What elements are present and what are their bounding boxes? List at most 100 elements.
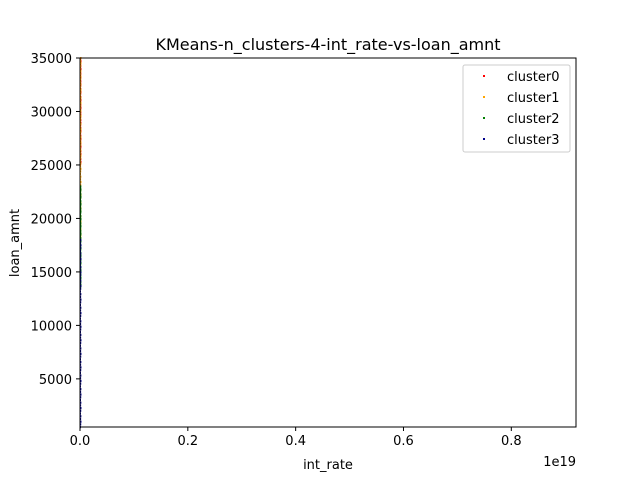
data-point	[80, 214, 82, 217]
data-point	[80, 153, 82, 156]
data-point	[80, 279, 82, 282]
data-point	[79, 396, 82, 399]
data-point	[80, 388, 82, 391]
data-point	[80, 420, 82, 423]
data-point	[79, 233, 82, 237]
data-point	[80, 244, 82, 247]
legend-marker-cluster0	[483, 75, 485, 77]
y-tick-label: 20000	[31, 212, 72, 227]
data-point	[79, 328, 82, 331]
data-point	[80, 325, 82, 328]
data-point	[80, 225, 82, 228]
data-point	[79, 143, 82, 147]
data-point	[80, 141, 82, 144]
data-point	[79, 189, 82, 192]
legend-marker-cluster2	[483, 117, 485, 119]
data-point	[80, 162, 82, 165]
data-point	[80, 347, 82, 350]
data-point	[80, 339, 82, 342]
y-axis-ticks: 5000 10000 15000 20000 25000 30000 35000	[31, 52, 80, 388]
data-point	[80, 232, 82, 235]
data-point	[79, 157, 82, 160]
data-point	[79, 274, 82, 277]
data-point	[79, 64, 82, 68]
data-point	[80, 236, 82, 240]
legend-label-cluster1: cluster1	[507, 91, 559, 106]
data-point	[79, 117, 82, 120]
legend-marker-cluster1	[483, 96, 485, 98]
data-point	[79, 314, 82, 317]
data-point	[80, 207, 82, 210]
data-point	[80, 393, 82, 396]
data-point	[79, 246, 82, 250]
data-point	[80, 312, 82, 315]
x-axis-ticks: 0.0 0.2 0.4 0.6 0.8	[70, 427, 522, 449]
data-point	[80, 222, 82, 225]
data-point	[79, 100, 82, 103]
data-point	[80, 119, 82, 122]
data-point	[80, 180, 82, 184]
data-point	[80, 366, 82, 369]
data-point	[79, 341, 82, 345]
chart-title: KMeans-n_clusters-4-int_rate-vs-loan_amn…	[155, 35, 500, 55]
data-point	[79, 204, 82, 207]
data-point	[80, 83, 82, 86]
data-point	[80, 188, 82, 191]
data-point	[80, 88, 82, 91]
data-point	[79, 301, 82, 304]
data-point	[80, 167, 82, 170]
data-point	[80, 126, 82, 129]
x-axis-label: int_rate	[303, 458, 353, 473]
data-point	[80, 122, 82, 126]
data-point	[80, 96, 82, 99]
data-point	[80, 109, 82, 112]
data-point	[80, 238, 82, 242]
data-point	[80, 149, 82, 152]
data-point	[80, 185, 82, 188]
data-point	[79, 355, 82, 358]
data-point	[79, 170, 82, 173]
data-point	[80, 62, 82, 65]
data-point	[80, 210, 82, 213]
data-point	[79, 226, 82, 229]
data-point	[79, 78, 82, 81]
data-point	[79, 211, 82, 215]
data-point	[79, 260, 82, 263]
data-point	[80, 229, 82, 232]
data-point	[80, 175, 82, 178]
data-point	[80, 379, 82, 383]
axes-frame	[79, 57, 577, 428]
data-point	[79, 287, 82, 290]
data-point	[80, 70, 82, 73]
data-point	[79, 423, 82, 426]
y-tick-label: 5000	[39, 373, 72, 388]
data-point	[80, 352, 82, 355]
y-tick-label: 35000	[31, 52, 72, 67]
data-point	[80, 192, 82, 195]
data-point	[80, 154, 82, 157]
data-point	[80, 203, 82, 206]
legend-label-cluster2: cluster2	[507, 112, 559, 127]
data-point	[80, 293, 82, 296]
data-point	[79, 92, 82, 95]
data-point	[80, 261, 82, 265]
data-point	[80, 128, 82, 131]
data-point	[80, 257, 82, 261]
x-tick-label: 0.8	[501, 434, 522, 449]
data-point	[80, 281, 82, 284]
legend-marker-cluster3	[483, 138, 485, 140]
data-point	[80, 258, 82, 262]
y-tick-label: 25000	[31, 159, 72, 174]
legend-label-cluster0: cluster0	[507, 70, 559, 85]
data-point	[80, 75, 82, 78]
data-point	[79, 369, 82, 372]
data-point	[80, 407, 82, 410]
x-tick-label: 0.0	[70, 434, 91, 449]
data-point	[79, 183, 82, 186]
y-tick-label: 15000	[31, 266, 72, 281]
legend: cluster0 cluster1 cluster2 cluster3	[462, 64, 571, 153]
data-point	[80, 284, 82, 288]
data-point	[79, 104, 82, 107]
data-point	[79, 278, 82, 281]
